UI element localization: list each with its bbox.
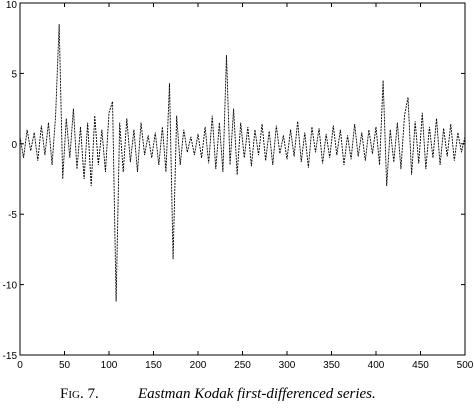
plot-frame bbox=[19, 2, 466, 356]
x-tick-label: 100 bbox=[101, 360, 118, 371]
x-tick-label: 300 bbox=[279, 360, 296, 371]
y-tick-label: 5 bbox=[11, 69, 17, 80]
figure-title: Eastman Kodak first-differenced series. bbox=[137, 386, 376, 402]
data-line bbox=[19, 24, 466, 302]
x-tick-label: 150 bbox=[145, 360, 162, 371]
y-tick-label: 10 bbox=[6, 0, 18, 11]
figure-label: Fig. 7. bbox=[60, 386, 99, 402]
y-tick-label: 0 bbox=[11, 140, 17, 151]
x-tick-label: 0 bbox=[17, 360, 23, 371]
y-tick-label: -15 bbox=[3, 351, 18, 362]
x-tick-label: 450 bbox=[412, 360, 429, 371]
y-tick-label: -10 bbox=[3, 281, 18, 292]
x-tick-label: 200 bbox=[190, 360, 207, 371]
x-tick-label: 350 bbox=[323, 360, 340, 371]
x-tick-label: 400 bbox=[368, 360, 385, 371]
x-tick-label: 250 bbox=[234, 360, 251, 371]
y-tick-label: -5 bbox=[8, 210, 17, 221]
x-tick-label: 50 bbox=[59, 360, 71, 371]
x-tick-label: 500 bbox=[457, 360, 474, 371]
